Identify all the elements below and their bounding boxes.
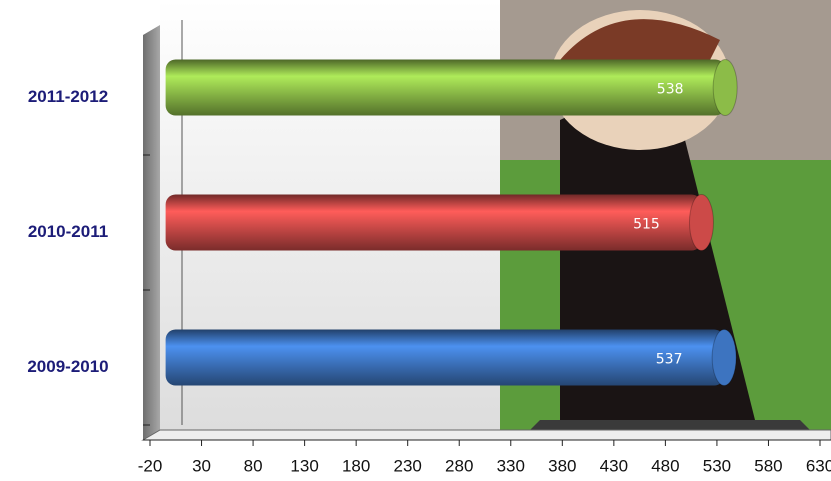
data-label: 538 <box>657 82 684 98</box>
x-tick-label: 530 <box>703 456 731 475</box>
bar <box>166 195 702 251</box>
x-tick-label: 580 <box>754 456 782 475</box>
bar-cap <box>689 195 713 251</box>
floor <box>143 430 831 440</box>
bar <box>166 60 726 116</box>
x-tick-label: 430 <box>600 456 628 475</box>
bar <box>166 330 725 386</box>
x-tick-label: 380 <box>548 456 576 475</box>
y-tick-label: 2010-2011 <box>28 222 108 241</box>
bar-cap <box>713 60 737 116</box>
x-tick-label: 330 <box>497 456 525 475</box>
x-tick-label: 230 <box>394 456 422 475</box>
bar-cap <box>712 330 736 386</box>
page: {"chart_data": {"type": "bar", "orientat… <box>0 0 831 481</box>
x-tick-label: 80 <box>244 456 263 475</box>
data-label: 537 <box>656 352 683 368</box>
chart: -20 30 80 130 180 230 280 330 380 430 480 530 580 630… <box>0 0 831 481</box>
x-tick-label: 630 <box>806 456 831 475</box>
x-tick-label: -20 <box>138 456 163 475</box>
back-wall <box>143 25 160 440</box>
x-tick-label: 180 <box>342 456 370 475</box>
data-label: 515 <box>633 217 660 233</box>
x-tick-label: 30 <box>192 456 211 475</box>
y-tick-label: 2009-2010 <box>27 357 108 376</box>
x-tick-label: 280 <box>445 456 473 475</box>
y-tick-label: 2011-2012 <box>28 87 108 106</box>
x-tick-label: 480 <box>651 456 679 475</box>
x-tick-label: 130 <box>290 456 318 475</box>
